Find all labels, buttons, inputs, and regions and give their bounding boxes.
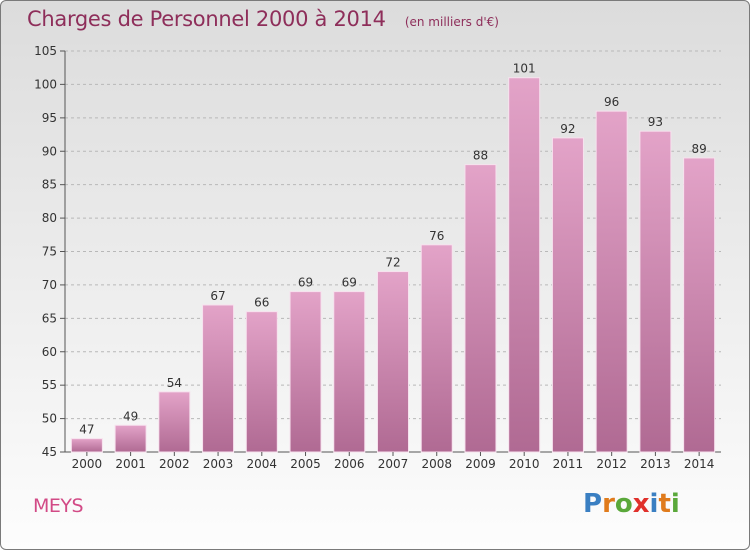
bar — [639, 130, 672, 453]
bar — [333, 291, 366, 453]
logo-letter: i — [670, 489, 680, 519]
bar — [551, 137, 584, 453]
y-tick-label: 55 — [42, 378, 57, 392]
y-tick-label: 105 — [34, 44, 57, 58]
x-tick-label: 2007 — [378, 457, 409, 471]
bar-value-label: 69 — [298, 276, 313, 290]
bar-value-label: 72 — [385, 256, 400, 270]
chart-title: Charges de Personnel 2000 à 2014 — [27, 7, 386, 31]
y-tick-label: 95 — [42, 111, 57, 125]
bar-value-label: 96 — [604, 95, 619, 109]
y-tick-labels: 45 50 55 60 65 70 75 80 85 90 95 100 105 — [34, 44, 65, 459]
y-tick-label: 70 — [42, 278, 57, 292]
y-tick-label: 75 — [42, 245, 57, 259]
x-tick-label: 2003 — [203, 457, 234, 471]
y-tick-label: 85 — [42, 178, 57, 192]
y-tick-label: 45 — [42, 445, 57, 459]
y-tick-label: 100 — [34, 77, 57, 91]
x-tick-label: 2004 — [247, 457, 278, 471]
bar-value-label: 54 — [167, 376, 182, 390]
bar — [202, 304, 235, 453]
bar — [420, 244, 453, 453]
bar — [683, 157, 716, 453]
bar — [245, 311, 278, 453]
bar — [70, 438, 103, 453]
x-tick-labels: 2000 2001 2002 2003 2004 2005 2006 2007 2008 2009… — [72, 452, 715, 471]
y-tick-label: 60 — [42, 345, 57, 359]
x-tick-label: 2010 — [509, 457, 540, 471]
logo-letter: r — [602, 489, 615, 519]
bar-value-label: 47 — [79, 423, 94, 437]
y-tick-label: 65 — [42, 311, 57, 325]
bar-value-label: 69 — [342, 276, 357, 290]
logo-letter: x — [632, 489, 650, 519]
bar-value-label: 76 — [429, 229, 444, 243]
logo-letter: o — [614, 489, 633, 519]
bar — [464, 164, 497, 453]
x-tick-label: 2013 — [640, 457, 671, 471]
y-tick-label: 50 — [42, 412, 57, 426]
bars — [70, 77, 716, 453]
bar-value-label: 67 — [210, 289, 225, 303]
x-tick-label: 2001 — [115, 457, 146, 471]
x-tick-label: 2008 — [421, 457, 452, 471]
x-tick-label: 2006 — [334, 457, 365, 471]
bar-value-label: 101 — [513, 62, 536, 76]
commune-name: MEYS — [33, 495, 84, 517]
x-tick-label: 2009 — [465, 457, 496, 471]
bar — [158, 391, 191, 453]
x-tick-label: 2012 — [596, 457, 627, 471]
y-tick-label: 90 — [42, 144, 57, 158]
bar — [377, 271, 409, 453]
logo-letter: i — [649, 489, 659, 519]
y-tick-label: 80 — [42, 211, 57, 225]
x-tick-label: 2011 — [553, 457, 584, 471]
bar-value-label: 93 — [648, 115, 663, 129]
bar-value-label: 66 — [254, 296, 269, 310]
bar-value-label: 89 — [691, 142, 706, 156]
bar-value-label: 88 — [473, 149, 488, 163]
bar — [508, 77, 541, 453]
x-tick-label: 2000 — [72, 457, 103, 471]
bar — [114, 424, 147, 453]
title-block: Charges de Personnel 2000 à 2014 (en mil… — [27, 7, 499, 31]
bar — [289, 291, 322, 453]
proxiti-logo: Proxiti — [583, 489, 680, 519]
x-tick-label: 2014 — [684, 457, 715, 471]
x-tick-label: 2002 — [159, 457, 190, 471]
value-labels: 47 49 54 67 66 69 69 72 76 88 101 92 96 93 89 — [79, 62, 707, 437]
x-tick-label: 2005 — [290, 457, 321, 471]
bar-value-label: 92 — [560, 122, 575, 136]
chart-subtitle: (en milliers d'€) — [404, 15, 499, 29]
logo-letter: t — [658, 489, 671, 519]
bar-value-label: 49 — [123, 409, 138, 423]
logo-letter: P — [583, 489, 603, 519]
bar — [595, 110, 628, 453]
